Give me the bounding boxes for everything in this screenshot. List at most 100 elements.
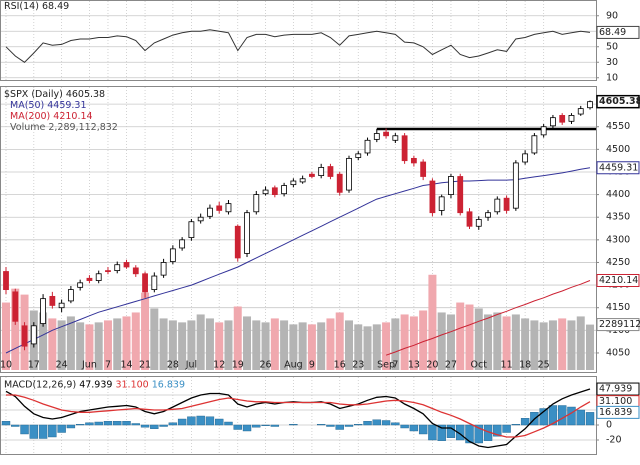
histogram-bar bbox=[187, 416, 196, 426]
candle-body bbox=[336, 173, 343, 193]
volume-bar bbox=[335, 312, 344, 370]
x-tick-label: 16 bbox=[334, 360, 346, 371]
candle-body bbox=[142, 273, 148, 293]
candle-body bbox=[271, 187, 278, 195]
candle-body bbox=[318, 167, 325, 176]
volume-bar bbox=[11, 288, 20, 370]
histogram-bar bbox=[381, 420, 391, 426]
candle-body bbox=[383, 131, 389, 137]
candle-body bbox=[346, 157, 352, 191]
volume-bar bbox=[539, 322, 548, 370]
histogram-bar bbox=[316, 424, 326, 426]
histogram-bar bbox=[585, 412, 595, 426]
y-tick-label: 4250 bbox=[606, 257, 630, 268]
candle-body bbox=[58, 302, 65, 309]
candle-body bbox=[49, 295, 56, 306]
value-box-label: 68.49 bbox=[599, 27, 626, 38]
volume-bar bbox=[354, 324, 363, 370]
candle-body bbox=[373, 133, 380, 140]
volume-bar bbox=[344, 320, 353, 370]
candle-body bbox=[12, 291, 19, 322]
value-box-label: 16.839 bbox=[599, 407, 632, 418]
histogram-bar bbox=[94, 421, 103, 426]
y-tick-label: 4400 bbox=[606, 189, 630, 200]
x-tick-label: 17 bbox=[28, 360, 40, 371]
histogram-bar bbox=[159, 424, 168, 427]
value-box bbox=[596, 161, 640, 175]
x-tick-label: Aug bbox=[284, 360, 303, 371]
volume-bar bbox=[270, 318, 279, 370]
volume-bar bbox=[178, 322, 187, 370]
volume-bar bbox=[150, 308, 159, 370]
candle-body bbox=[179, 239, 186, 249]
candle-body bbox=[77, 282, 84, 288]
legend-text: 68.49 bbox=[42, 1, 69, 12]
volume-bar bbox=[567, 320, 576, 370]
volume-bar bbox=[437, 312, 446, 370]
y-tick-label: 4050 bbox=[606, 347, 630, 358]
volume-bar bbox=[428, 274, 437, 370]
value-box-label: 4459.31 bbox=[599, 162, 638, 173]
value-box bbox=[596, 94, 640, 109]
y-tick-label: 4500 bbox=[606, 144, 630, 155]
candle-body bbox=[21, 325, 28, 347]
x-tick-label: 27 bbox=[445, 360, 457, 371]
x-tick-label: 25 bbox=[538, 360, 550, 371]
candle-body bbox=[244, 212, 250, 254]
value-box bbox=[596, 273, 640, 287]
histogram-bar bbox=[168, 422, 178, 426]
histogram-bar bbox=[335, 424, 344, 430]
x-tick-label: 21 bbox=[139, 360, 151, 371]
histogram-bar bbox=[20, 424, 29, 435]
x-tick-label: 7 bbox=[105, 360, 111, 371]
volume-bar bbox=[400, 314, 409, 370]
x-tick-label: 20 bbox=[426, 360, 438, 371]
candle-body bbox=[225, 203, 232, 213]
volume-bar bbox=[168, 320, 177, 370]
volume-bar bbox=[39, 312, 48, 370]
volume-bar bbox=[465, 304, 474, 370]
volume-bar bbox=[558, 318, 567, 370]
legend-text: $SPX (Daily) bbox=[4, 89, 63, 100]
volume-bar bbox=[317, 322, 326, 370]
volume-bar bbox=[66, 316, 75, 370]
x-tick-label: 28 bbox=[167, 360, 179, 371]
candle-body bbox=[448, 176, 454, 195]
volume-bar bbox=[521, 318, 530, 370]
volume-bar bbox=[419, 310, 428, 370]
moving-average bbox=[385, 280, 591, 356]
volume-bar bbox=[511, 314, 520, 370]
histogram-bar bbox=[242, 424, 252, 432]
legend-text: MACD(12,26,9) bbox=[4, 379, 76, 390]
candle-body bbox=[420, 161, 427, 177]
candle-body bbox=[522, 153, 529, 163]
histogram-bar bbox=[363, 421, 372, 426]
histogram-bar bbox=[150, 424, 159, 429]
volume-bar bbox=[2, 302, 10, 370]
volume-bar bbox=[215, 322, 224, 370]
volume-bar bbox=[122, 316, 131, 370]
histogram-bar bbox=[215, 418, 224, 426]
legend-value: 31.100 bbox=[115, 379, 148, 390]
value-box-label: 4210.14 bbox=[599, 275, 638, 286]
x-tick-label: 24 bbox=[56, 360, 68, 371]
histogram-bar bbox=[66, 424, 76, 429]
candle-body bbox=[475, 219, 482, 227]
value-box-label: 31.100 bbox=[599, 396, 632, 407]
volume-bar bbox=[548, 320, 557, 370]
candle-body bbox=[86, 277, 93, 281]
x-tick-label: 26 bbox=[260, 360, 272, 371]
candle-body bbox=[30, 325, 37, 345]
histogram-bar bbox=[233, 424, 242, 430]
histogram-bar bbox=[270, 424, 280, 427]
x-tick-label: 10 bbox=[0, 360, 12, 371]
histogram-bar bbox=[502, 424, 511, 433]
macd-panel bbox=[0, 376, 597, 455]
histogram-bar bbox=[103, 421, 113, 426]
histogram-bar bbox=[418, 424, 428, 435]
volume-bar bbox=[159, 318, 168, 370]
candle-body bbox=[466, 211, 473, 227]
y-tick-label: 4300 bbox=[606, 234, 630, 245]
x-tick-label: Sep bbox=[377, 360, 395, 371]
candle-body bbox=[559, 115, 566, 123]
